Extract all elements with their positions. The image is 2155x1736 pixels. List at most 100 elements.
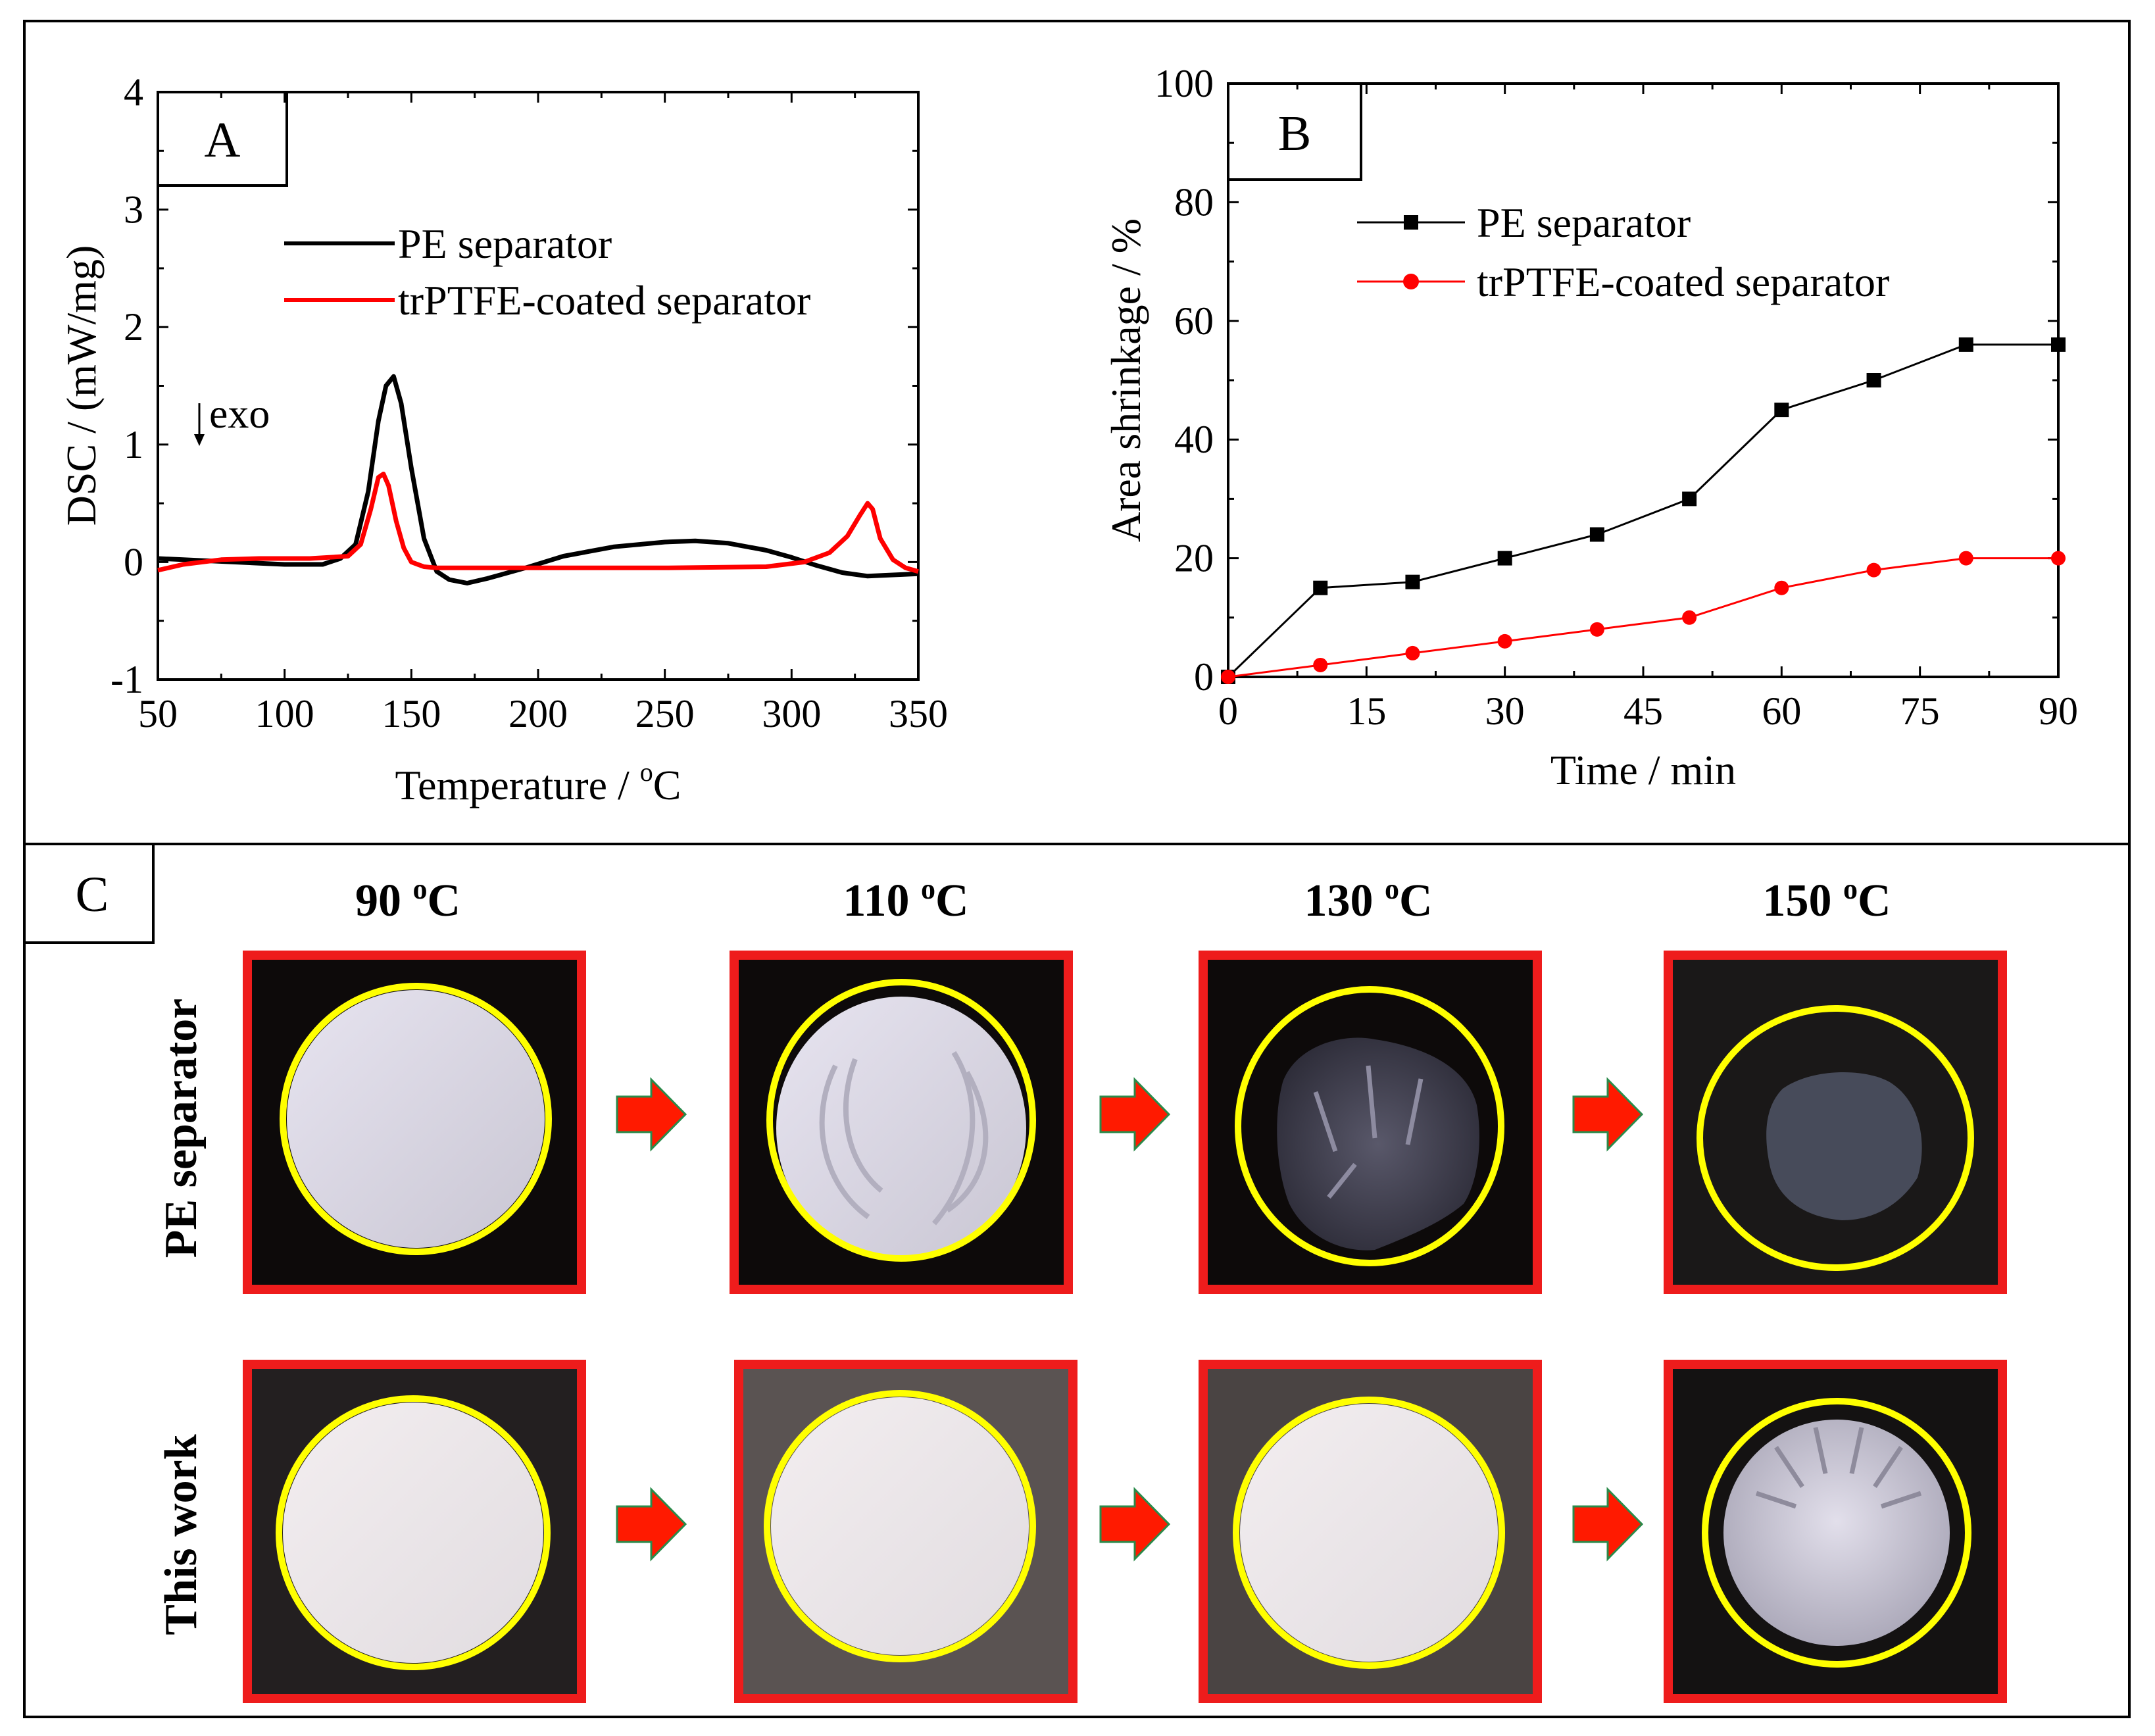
legend-label-pe: PE separator xyxy=(398,220,612,267)
photo-coated-110c xyxy=(734,1360,1078,1703)
series-line-coated xyxy=(157,472,919,574)
panel-c-tag-box xyxy=(23,843,155,944)
data-point-coated xyxy=(1958,551,1973,566)
reference-ring xyxy=(1233,1397,1505,1669)
legend-label-coated: trPTFE-coated separator xyxy=(1477,259,1889,305)
reference-ring xyxy=(1697,1005,1974,1271)
panel-b-legend: PE separator trPTFE-coated separator xyxy=(1357,199,1889,305)
series-line-pe xyxy=(157,374,919,585)
data-point-pe xyxy=(1774,403,1789,418)
y-tick-label: -1 xyxy=(111,658,143,701)
x-tick-label: 90 xyxy=(2039,689,2078,733)
panel-a-tag-box xyxy=(157,91,288,187)
panel-a-x-axis-label: Temperature / oC xyxy=(395,757,681,808)
row-label-pe-separator: PE separator xyxy=(156,999,207,1258)
exo-annotation: exo xyxy=(194,390,270,446)
y-tick-label: 60 xyxy=(1174,299,1214,343)
series-line-pe xyxy=(1227,343,2058,678)
separator-disc xyxy=(287,990,545,1248)
y-tick-label: 100 xyxy=(1154,62,1214,105)
x-tick-label: 100 xyxy=(255,692,314,735)
data-point-coated xyxy=(1589,622,1604,637)
reference-ring xyxy=(764,1390,1036,1662)
x-tick-label: 250 xyxy=(635,692,695,735)
data-point-pe xyxy=(1497,551,1512,566)
legend-label-coated: trPTFE-coated separator xyxy=(398,277,810,324)
panel-c-photo-grid: C 90 oC 110 oC 130 oC 150 oC PE separato… xyxy=(23,843,2007,1703)
wrinkle-marks xyxy=(819,1051,989,1226)
exo-arrowhead-icon xyxy=(194,434,205,446)
x-tick-label: 350 xyxy=(889,692,948,735)
x-tick-label: 15 xyxy=(1347,689,1386,733)
photo-pe-110c xyxy=(730,951,1073,1294)
panel-c-tag: C xyxy=(76,867,109,922)
shrink-folds xyxy=(1313,1065,1424,1199)
panel-b-y-axis-label: Area shrinkage / % xyxy=(1102,218,1149,542)
photo-pe-130c xyxy=(1199,951,1542,1294)
reference-ring xyxy=(276,1395,551,1670)
photo-coated-130c xyxy=(1199,1360,1542,1703)
arrow-right-icon xyxy=(1572,1077,1644,1152)
series-line-coated xyxy=(1227,557,2058,678)
y-tick-label: 0 xyxy=(124,540,143,583)
separator-disc xyxy=(771,1397,1029,1655)
data-point-coated xyxy=(1497,633,1512,649)
separator-disc xyxy=(283,1402,543,1663)
data-point-coated xyxy=(1221,670,1235,684)
x-tick-label: 300 xyxy=(762,692,821,735)
data-point-pe xyxy=(1682,491,1697,507)
y-tick-label: 0 xyxy=(1194,655,1214,699)
y-tick-label: 40 xyxy=(1174,418,1214,461)
data-point-coated xyxy=(1313,657,1328,672)
x-tick-label: 75 xyxy=(1900,689,1940,733)
data-point-pe xyxy=(1313,580,1328,595)
panel-a-tag: A xyxy=(205,112,241,168)
y-tick-label: 1 xyxy=(124,423,143,466)
reference-ring xyxy=(1235,986,1504,1266)
arrow-right-icon xyxy=(1099,1077,1171,1152)
arrow-right-icon xyxy=(1099,1487,1171,1562)
photo-coated-90c xyxy=(243,1360,586,1703)
x-tick-label: 60 xyxy=(1762,689,1801,733)
exo-label: exo xyxy=(209,390,270,437)
reference-ring xyxy=(766,979,1036,1262)
arrow-right-icon xyxy=(616,1077,687,1152)
legend-marker-pe-square-icon xyxy=(1404,215,1418,230)
panel-b-tag: B xyxy=(1278,106,1312,161)
pleat-marks xyxy=(1755,1427,1922,1509)
data-point-pe xyxy=(1958,337,1973,352)
panel-b-shrinkage-chart: B 0 15 30 45 60 75 90 0 20 40 60 80 100 PE separator… xyxy=(1102,62,2078,793)
x-tick-label: 30 xyxy=(1485,689,1525,733)
data-point-coated xyxy=(2051,551,2066,566)
panel-a-y-axis-label: DSC / (mW/mg) xyxy=(58,245,105,526)
arrow-right-icon xyxy=(1572,1487,1644,1562)
data-point-pe xyxy=(1589,527,1604,542)
x-tick-label: 50 xyxy=(138,692,178,735)
photo-pe-90c xyxy=(243,951,586,1294)
data-point-coated xyxy=(1866,562,1881,578)
x-tick-label: 0 xyxy=(1218,689,1238,733)
data-point-pe xyxy=(1866,373,1881,387)
y-tick-label: 2 xyxy=(124,305,143,349)
reference-ring xyxy=(1702,1398,1971,1668)
reference-ring xyxy=(280,983,552,1255)
data-point-coated xyxy=(1774,580,1789,595)
legend-label-pe: PE separator xyxy=(1477,199,1691,246)
y-tick-label: 20 xyxy=(1174,537,1214,580)
column-title-150: 150 oC xyxy=(1762,873,1891,926)
data-point-pe xyxy=(1405,574,1420,589)
y-tick-label: 80 xyxy=(1174,180,1214,224)
separator-disc xyxy=(1240,1404,1498,1662)
panel-a-dsc-chart: A 50 100 150 200 250 300 350 -1 0 1 2 3 4 PE separat… xyxy=(58,70,948,808)
shrunk-separator xyxy=(1277,1037,1479,1251)
panel-a-legend: PE separator trPTFE-coated separator xyxy=(284,220,810,324)
melted-separator xyxy=(1766,1072,1922,1220)
arrow-right-icon xyxy=(616,1487,687,1562)
separator-disc xyxy=(1723,1420,1950,1646)
photo-coated-150c xyxy=(1664,1360,2007,1703)
y-tick-label: 3 xyxy=(124,188,143,232)
y-tick-label: 4 xyxy=(124,70,143,114)
data-point-coated xyxy=(1405,645,1420,660)
column-title-130: 130 oC xyxy=(1304,873,1432,926)
